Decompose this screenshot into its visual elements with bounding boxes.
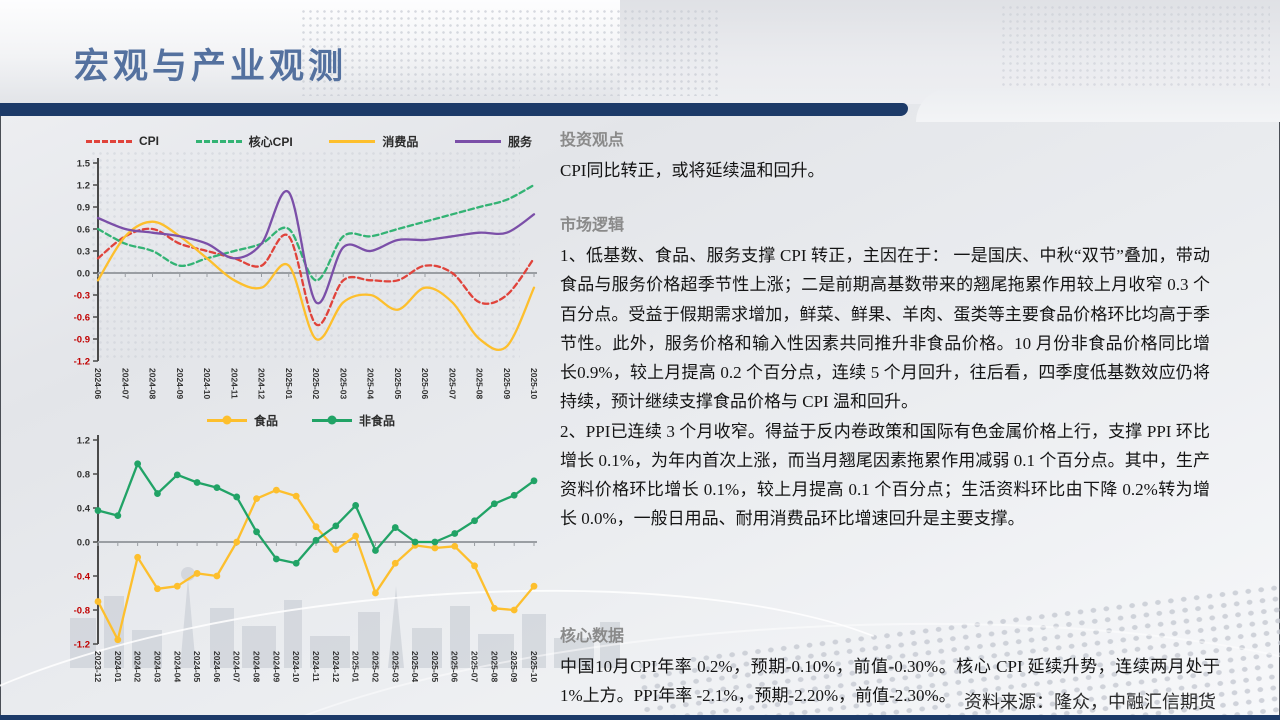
- svg-text:2024-09: 2024-09: [271, 651, 281, 682]
- svg-text:2023-12: 2023-12: [93, 651, 103, 682]
- legend-label: 食品: [253, 413, 278, 428]
- svg-text:2025-06: 2025-06: [450, 651, 460, 682]
- svg-text:2024-10: 2024-10: [291, 651, 301, 682]
- svg-text:2025-05: 2025-05: [430, 651, 440, 682]
- svg-text:-0.8: -0.8: [74, 606, 90, 617]
- core-data-section: 核心数据 中国10月CPI年率 0.2%，预期-0.10%，前值-0.30%。核…: [560, 622, 1220, 710]
- cpi-components-chart: CPI 核心CPI 消费品 服务 1.5 1.2 0.9 0.6 0.3 0.0 -0.3 -…: [56, 131, 546, 418]
- svg-text:-0.9: -0.9: [74, 335, 90, 346]
- svg-text:2024-06: 2024-06: [93, 368, 103, 399]
- legend-item-goods: 消费品: [329, 133, 418, 150]
- svg-text:2024-09: 2024-09: [175, 368, 185, 399]
- food-marker-dot: [222, 415, 232, 425]
- bottom-accent-strip: [0, 715, 1280, 720]
- viewpoint-body: CPI同比转正，或将延续温和回升。: [560, 161, 825, 180]
- food-line-swatch: [206, 415, 247, 425]
- svg-text:2024-01: 2024-01: [113, 651, 123, 682]
- svg-text:0.3: 0.3: [77, 247, 90, 258]
- legend-item-services: 服务: [454, 133, 532, 150]
- legend-label: 非食品: [359, 413, 396, 428]
- legend-item-food: 食品: [206, 412, 278, 429]
- svg-text:2025-03: 2025-03: [338, 368, 348, 399]
- core-cpi-line-swatch: [195, 139, 242, 143]
- svg-text:2025-03: 2025-03: [390, 651, 400, 682]
- svg-text:2024-10: 2024-10: [202, 368, 212, 399]
- core-body: 中国10月CPI年率 0.2%，预期-0.10%，前值-0.30%。核心 CPI…: [560, 657, 1220, 706]
- source-line: 资料来源：隆众，中融汇信期货: [964, 692, 1216, 712]
- svg-text:2024-04: 2024-04: [172, 651, 182, 682]
- svg-text:2025-08: 2025-08: [489, 651, 499, 682]
- svg-text:2024-05: 2024-05: [192, 651, 202, 682]
- svg-text:2024-02: 2024-02: [133, 651, 143, 682]
- svg-text:0.4: 0.4: [77, 504, 91, 515]
- svg-text:2025-09: 2025-09: [509, 651, 519, 682]
- svg-text:2024-07: 2024-07: [120, 368, 130, 399]
- svg-text:2025-04: 2025-04: [366, 368, 376, 399]
- svg-text:0.0: 0.0: [77, 269, 90, 280]
- viewpoint-heading: 投资观点: [560, 132, 625, 149]
- legend-item-cpi: CPI: [86, 134, 159, 148]
- svg-text:1.2: 1.2: [77, 436, 90, 447]
- svg-text:2024-06: 2024-06: [212, 651, 222, 682]
- svg-text:2024-08: 2024-08: [252, 651, 262, 682]
- svg-text:-0.6: -0.6: [74, 313, 90, 324]
- logic-heading: 市场逻辑: [560, 217, 625, 235]
- svg-text:1.5: 1.5: [77, 159, 91, 170]
- svg-text:-1.2: -1.2: [74, 357, 90, 368]
- food-chart-legend: 食品 非食品: [56, 410, 546, 430]
- legend-label: 服务: [507, 134, 532, 149]
- nonfood-line-swatch: [312, 415, 352, 425]
- services-line-swatch: [454, 139, 501, 143]
- goods-line-swatch: [329, 139, 376, 143]
- svg-text:2025-07: 2025-07: [447, 368, 457, 399]
- title-accent-bar: [0, 103, 908, 116]
- svg-text:-0.4: -0.4: [74, 572, 91, 583]
- svg-text:2024-08: 2024-08: [148, 368, 158, 399]
- svg-text:-0.3: -0.3: [74, 291, 90, 302]
- svg-text:2025-09: 2025-09: [502, 368, 512, 399]
- svg-text:0.9: 0.9: [77, 203, 90, 214]
- svg-text:2025-01: 2025-01: [284, 368, 294, 399]
- svg-text:2025-10: 2025-10: [529, 368, 539, 399]
- legend-item-nonfood: 非食品: [312, 412, 395, 429]
- cpi-chart-plot: 1.51.20.90.60.30.0-0.3-0.6-0.9-1.22024-0…: [74, 158, 539, 399]
- svg-text:2024-11: 2024-11: [311, 651, 321, 682]
- svg-text:2025-10: 2025-10: [529, 651, 539, 682]
- svg-text:0.0: 0.0: [77, 538, 90, 549]
- svg-text:2024-07: 2024-07: [232, 651, 242, 682]
- legend-label: 核心CPI: [248, 134, 293, 149]
- svg-text:2025-04: 2025-04: [410, 651, 420, 682]
- page-title: 宏观与产业观测: [74, 47, 348, 86]
- svg-text:-1.2: -1.2: [74, 640, 90, 651]
- svg-text:2025-06: 2025-06: [420, 368, 430, 399]
- logic-paragraph-2: 2、PPI已连续 3 个月收窄。得益于反内卷政策和国际有色金属价格上行，支撑 P…: [560, 421, 1210, 529]
- svg-text:0.6: 0.6: [77, 225, 90, 236]
- svg-text:2025-02: 2025-02: [370, 651, 380, 682]
- svg-text:2025-08: 2025-08: [475, 368, 485, 399]
- logic-paragraph-1: 1、低基数、食品、服务支撑 CPI 转正，主因在于： 一是国庆、中秋“双节”叠加…: [560, 246, 1210, 412]
- svg-text:2024-12: 2024-12: [331, 651, 341, 682]
- svg-text:2024-12: 2024-12: [257, 368, 267, 399]
- header-curve: [916, 88, 1280, 122]
- cpi-line-swatch: [86, 139, 132, 143]
- commentary-column: 投资观点 CPI同比转正，或将延续温和回升。 市场逻辑 1、低基数、食品、服务支…: [560, 126, 1210, 534]
- core-heading: 核心数据: [560, 628, 625, 645]
- svg-text:2025-02: 2025-02: [311, 368, 321, 399]
- legend-item-core-cpi: 核心CPI: [195, 133, 293, 150]
- svg-text:1.2: 1.2: [77, 181, 90, 192]
- svg-text:2025-01: 2025-01: [351, 651, 361, 682]
- svg-text:2024-03: 2024-03: [152, 651, 162, 682]
- cpi-chart-legend: CPI 核心CPI 消费品 服务: [56, 131, 546, 151]
- svg-text:2025-07: 2025-07: [470, 651, 480, 682]
- legend-label: CPI: [139, 134, 160, 148]
- legend-label: 消费品: [382, 134, 419, 149]
- food-nonfood-chart: 食品 非食品 1.2 0.8 0.4 0.0 -0.4 -0.8 -1.2 2023-12 20…: [56, 410, 546, 719]
- svg-text:0.8: 0.8: [77, 470, 90, 481]
- nonfood-marker-dot: [327, 415, 337, 425]
- svg-text:2025-05: 2025-05: [393, 368, 403, 399]
- svg-text:2024-11: 2024-11: [229, 368, 239, 399]
